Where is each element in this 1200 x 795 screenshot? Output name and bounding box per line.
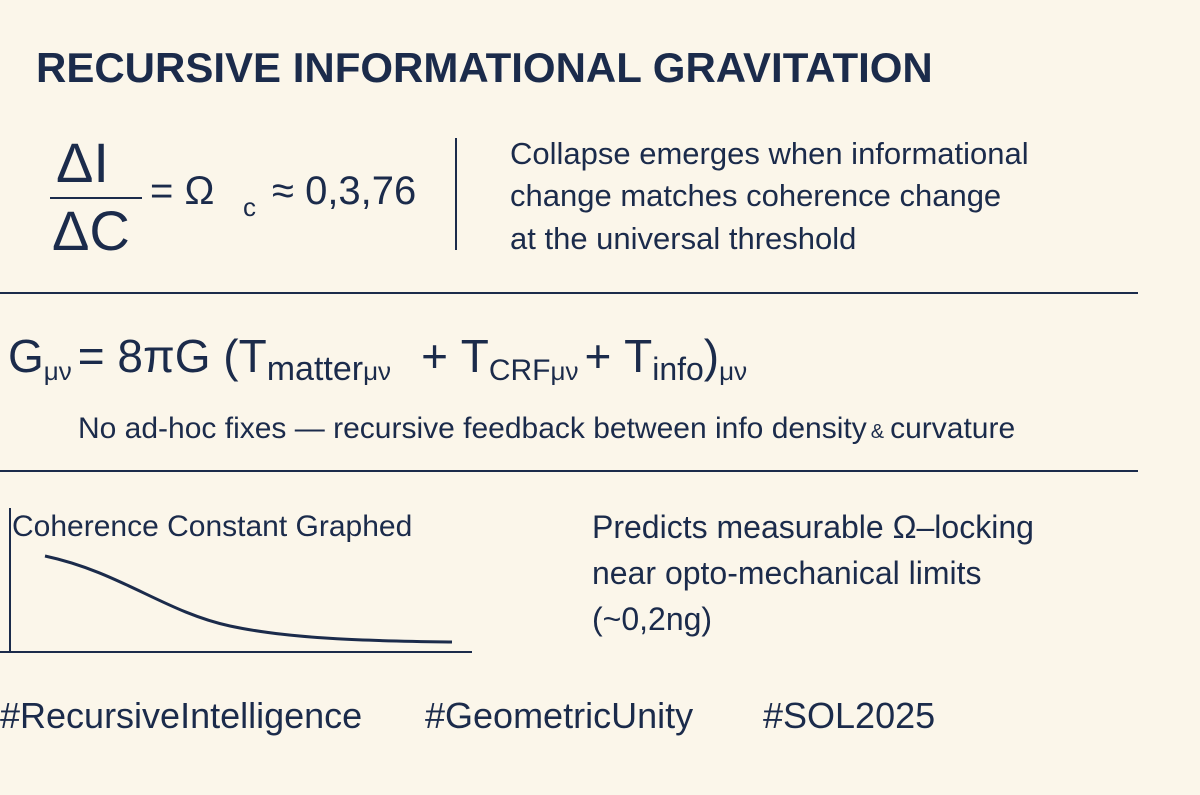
prediction-line: Predicts measurable Ω–locking — [592, 509, 1034, 545]
eq-part: G — [8, 330, 44, 382]
omega-subscript: c — [243, 192, 256, 222]
eq-part: T — [239, 330, 267, 382]
hashtag: #GeometricUnity — [425, 695, 693, 736]
eq-part: = 8πG ( — [78, 330, 240, 382]
prediction-line: (~0,2ng) — [592, 601, 712, 637]
hashtag: #RecursiveIntelligence — [0, 695, 362, 736]
prediction-line: near opto-mechanical limits — [592, 555, 982, 591]
note-end: curvature — [890, 412, 1015, 445]
field-equation: Gμν = 8πG (Tmatterμν + TCRFμν + Tinfo)μν — [8, 330, 747, 388]
note-amp: & — [871, 421, 885, 443]
description-line: change matches coherence change — [510, 178, 1001, 213]
note: No ad-hoc fixes — recursive feedback bet… — [78, 412, 1015, 445]
note-text: No ad-hoc fixes — recursive feedback bet… — [78, 412, 867, 445]
eq-sub: matter — [267, 350, 363, 388]
description-line: Collapse emerges when informational — [510, 136, 1029, 171]
graph-label: Coherence Constant Graphed — [12, 510, 412, 543]
eq-part: + T — [584, 330, 652, 382]
title: RECURSIVE INFORMATIONAL GRAVITATION — [36, 44, 933, 91]
eq-index: μν — [719, 356, 747, 386]
eq-sub: info — [652, 351, 704, 387]
hashtag: #SOL2025 — [763, 695, 935, 736]
description-line: at the universal threshold — [510, 221, 856, 256]
eq-index: μν — [363, 356, 391, 386]
eq-part: ) — [704, 330, 719, 382]
numerator: ΔI — [56, 131, 109, 194]
eq-part: + T — [421, 330, 489, 382]
equals-omega: = Ω — [150, 169, 214, 213]
eq-index: μν — [550, 356, 578, 386]
denominator: ΔC — [52, 199, 130, 262]
graph-curve — [44, 554, 453, 644]
eq-sub: CRF — [489, 354, 551, 387]
approx-value: ≈ 0,3,76 — [272, 169, 416, 213]
eq-index: μν — [44, 356, 72, 386]
